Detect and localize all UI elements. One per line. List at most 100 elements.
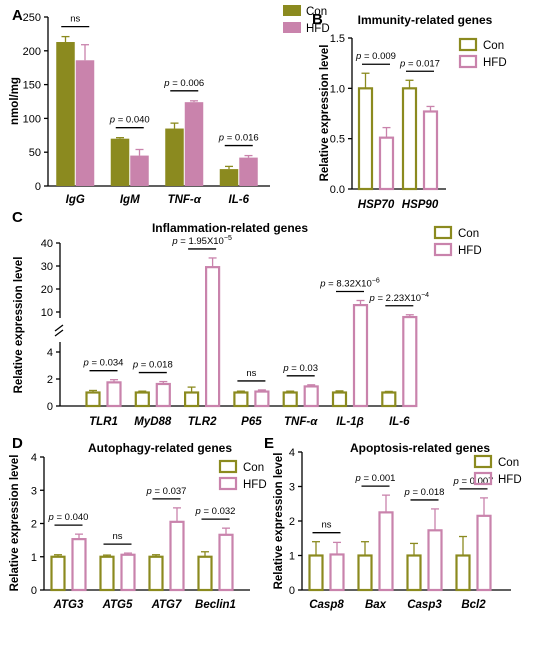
legend-label-A-con: Con [306, 6, 327, 18]
legend-label-A-hfd: HFD [306, 23, 330, 35]
sig-annotation-A-2: p = 0.006 [163, 78, 204, 89]
sig-annotation-C-1: p = 0.018 [132, 360, 173, 371]
sig-annotation-A-3: p = 0.016 [218, 133, 259, 144]
sig-annotation-D-1: ns [112, 531, 122, 542]
bar-B-hfd-1 [422, 110, 439, 191]
bar-E-con-2 [406, 554, 422, 592]
bar-A-hfd-2 [184, 102, 204, 186]
legend-label-C-con: Con [458, 228, 479, 240]
bar-C-con-0 [85, 391, 101, 408]
y-tick-label-A-2: 100 [23, 113, 41, 125]
panel-label-B: B [312, 11, 323, 28]
x-tick-label-C-1: MyD88 [134, 416, 172, 428]
sig-annotation-C-0: p = 0.034 [83, 358, 124, 369]
bar-C-con-1 [134, 391, 150, 408]
x-tick-label-E-0: Casp8 [309, 599, 344, 611]
legend-label-B-hfd: HFD [483, 57, 507, 69]
sig-annotation-A-1: p = 0.040 [109, 115, 150, 126]
bar-D-con-2 [148, 555, 164, 592]
sig-annotation-D-0: p = 0.040 [48, 512, 89, 523]
x-tick-label-D-3: Beclin1 [195, 599, 236, 611]
x-tick-label-A-3: IL-6 [229, 194, 250, 206]
sig-annotation-D-2: p = 0.037 [146, 486, 187, 497]
y-tick-label-C-1: 2 [47, 374, 53, 386]
x-tick-label-C-4: TNF-α [284, 416, 318, 428]
legend-swatch-B-con [458, 37, 478, 52]
y-tick-label-D-0: 0 [31, 585, 37, 597]
legend-swatch-C-hfd [433, 242, 453, 257]
x-tick-label-E-1: Bax [365, 599, 387, 611]
legend-label-C-hfd: HFD [458, 245, 482, 257]
chart-title-B: Immunity-related genes [358, 13, 493, 27]
chart-title-D: Autophagy-related genes [88, 441, 232, 455]
bar-E-hfd-3 [476, 514, 492, 592]
y-tick-label-D-4: 4 [31, 452, 37, 464]
bar-C-con-5 [331, 391, 348, 408]
y-axis-label-B: Relative expression level [319, 45, 331, 182]
legend-label-D-hfd: HFD [243, 479, 267, 491]
bar-C-hfd-3 [254, 390, 270, 408]
bar-C-hfd-2 [205, 266, 221, 408]
y-axis-label-A: nmol/mg [9, 77, 21, 125]
y-tick-label-C-4: 20 [41, 284, 53, 296]
legend-label-E-con: Con [498, 457, 519, 469]
y-tick-label-E-0: 0 [289, 585, 295, 597]
bar-A-hfd-0 [75, 60, 95, 186]
y-tick-label-D-3: 3 [31, 485, 37, 497]
axis-break-mark-1 [54, 324, 64, 332]
bar-C-con-3 [233, 391, 249, 408]
y-tick-label-B-0: 0.0 [330, 184, 345, 196]
sig-annotation-C-5: p = 8.32X10−6 [319, 278, 380, 290]
legend-label-E-hfd: HFD [498, 474, 522, 486]
x-tick-label-D-2: ATG7 [151, 599, 182, 611]
bar-D-hfd-3 [218, 533, 234, 592]
sig-annotation-E-3: p = 0.007 [453, 476, 494, 487]
legend-swatch-E-con [473, 454, 493, 469]
panel-label-D: D [12, 435, 23, 452]
y-tick-label-C-2: 4 [47, 347, 53, 359]
x-tick-label-C-2: TLR2 [188, 416, 217, 428]
y-tick-label-A-4: 200 [23, 46, 41, 58]
y-tick-label-D-2: 2 [31, 519, 37, 531]
legend-swatch-C-con [433, 225, 453, 240]
bar-C-con-4 [282, 391, 298, 408]
legend-label-D-con: Con [243, 462, 264, 474]
legend-swatch-A-con [283, 5, 301, 16]
x-tick-label-C-3: P65 [241, 416, 262, 428]
y-tick-label-A-3: 150 [23, 80, 41, 92]
sig-annotation-A-0: ns [70, 14, 80, 25]
x-tick-label-B-1: HSP90 [402, 199, 439, 211]
y-tick-label-A-1: 50 [29, 147, 41, 159]
bar-D-hfd-2 [169, 520, 185, 592]
sig-annotation-C-2: p = 1.95X10−5 [171, 235, 232, 247]
bar-C-hfd-0 [106, 381, 122, 408]
bar-E-hfd-0 [329, 553, 345, 592]
panel-label-C: C [12, 209, 23, 226]
bar-E-con-1 [357, 554, 373, 592]
y-tick-label-B-3: 1.5 [330, 33, 345, 45]
bar-A-hfd-1 [130, 155, 149, 186]
sig-annotation-C-6: p = 2.23X10−4 [369, 292, 430, 304]
y-axis-label-C: Relative expression level [13, 257, 25, 394]
bar-A-con-2 [165, 128, 184, 186]
y-tick-label-D-1: 1 [31, 552, 37, 564]
sig-annotation-B-0: p = 0.009 [355, 51, 396, 62]
bar-E-con-3 [455, 554, 471, 592]
x-tick-label-C-6: IL-6 [389, 416, 410, 428]
y-axis-label-D: Relative expression level [9, 455, 21, 592]
bar-C-hfd-1 [155, 382, 171, 408]
legend-swatch-E-hfd [473, 471, 493, 486]
bar-B-con-1 [401, 87, 418, 191]
legend-swatch-D-con [218, 459, 238, 474]
legend-label-B-con: Con [483, 40, 504, 52]
y-tick-label-E-1: 1 [289, 551, 295, 563]
bar-C-con-2 [184, 391, 200, 408]
bar-A-con-0 [56, 42, 75, 187]
bar-A-con-3 [219, 169, 239, 186]
sig-annotation-C-3: ns [246, 368, 256, 379]
y-tick-label-C-0: 0 [47, 401, 53, 413]
axis-break-mark-2 [54, 329, 64, 337]
chart-title-C: Inflammation-related genes [152, 221, 308, 235]
x-tick-label-B-0: HSP70 [358, 199, 395, 211]
